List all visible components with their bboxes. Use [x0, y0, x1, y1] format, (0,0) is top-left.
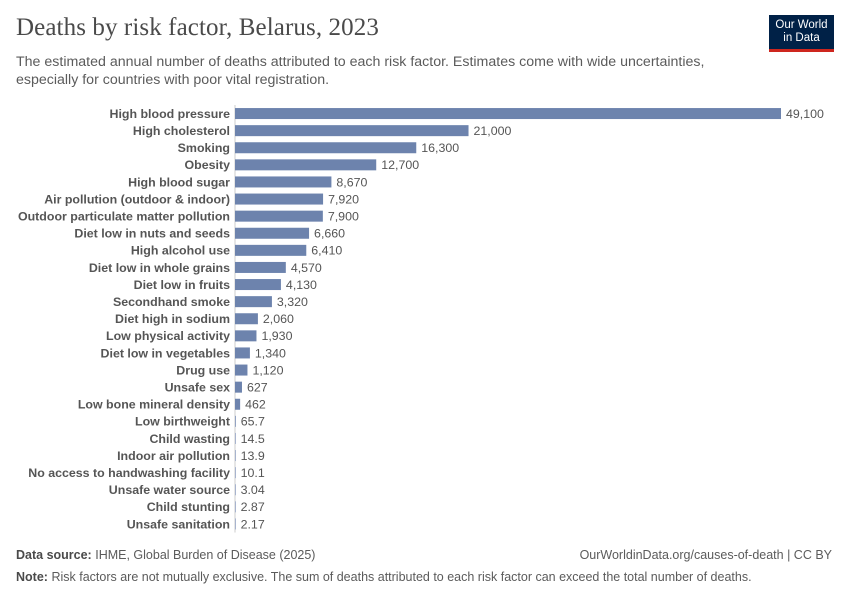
bar[interactable]	[235, 210, 323, 222]
owid-logo[interactable]: Our World in Data	[769, 15, 834, 52]
bar[interactable]	[235, 296, 272, 308]
category-label: Obesity	[185, 158, 231, 172]
data-source-text[interactable]: IHME, Global Burden of Disease (2025)	[95, 548, 316, 562]
chart-subtitle: The estimated annual number of deaths at…	[16, 54, 705, 88]
data-source-label: Data source:	[16, 548, 92, 562]
bar[interactable]	[235, 432, 236, 444]
bar[interactable]	[235, 193, 324, 205]
value-label: 2.17	[241, 517, 265, 531]
category-label: Low physical activity	[106, 329, 230, 343]
value-label: 7,920	[328, 192, 359, 206]
category-label: Low birthweight	[135, 415, 230, 429]
category-label: Diet low in fruits	[134, 278, 230, 292]
category-label: Unsafe sanitation	[127, 517, 230, 531]
value-label: 1,930	[261, 329, 292, 343]
bar[interactable]	[235, 450, 236, 462]
source-url[interactable]: OurWorldinData.org/causes-of-death | CC …	[579, 548, 832, 562]
category-label: Outdoor particulate matter pollution	[18, 209, 230, 223]
value-label: 7,900	[328, 209, 359, 223]
category-label: Unsafe water source	[109, 483, 230, 497]
category-label: Diet low in nuts and seeds	[74, 227, 230, 241]
category-label: Diet low in vegetables	[101, 346, 231, 360]
value-label: 462	[245, 398, 266, 412]
bar[interactable]	[235, 364, 248, 376]
category-label: No access to handwashing facility	[28, 466, 230, 480]
category-label: Child wasting	[149, 432, 230, 446]
bar[interactable]	[235, 313, 258, 325]
bar[interactable]	[235, 125, 469, 137]
category-label: High blood pressure	[110, 107, 231, 121]
value-label: 4,570	[291, 261, 322, 275]
bar[interactable]	[235, 108, 781, 120]
bar[interactable]	[235, 415, 236, 427]
value-label: 1,120	[252, 363, 283, 377]
bar[interactable]	[235, 467, 236, 479]
value-label: 16,300	[421, 141, 459, 155]
chart-note: Note: Risk factors are not mutually excl…	[16, 570, 752, 584]
value-label: 627	[247, 380, 268, 394]
chart-title: Deaths by risk factor, Belarus, 2023	[16, 14, 379, 41]
bar[interactable]	[235, 261, 286, 273]
bar[interactable]	[235, 142, 417, 154]
category-label: Unsafe sex	[165, 380, 231, 394]
bar[interactable]	[235, 347, 250, 359]
bar[interactable]	[235, 484, 236, 496]
value-label: 8,670	[336, 175, 367, 189]
category-label: Child stunting	[147, 500, 230, 514]
bar[interactable]	[235, 381, 242, 393]
category-label: Indoor air pollution	[117, 449, 230, 463]
bar[interactable]	[235, 279, 281, 291]
category-label: Drug use	[176, 363, 230, 377]
value-label: 3,320	[277, 295, 308, 309]
bar[interactable]	[235, 244, 307, 256]
category-label: Diet high in sodium	[115, 312, 230, 326]
bar-chart: High blood pressure 49,100 High cholestero…	[18, 105, 824, 533]
value-label: 3.04	[241, 483, 265, 497]
category-label: Diet low in whole grains	[89, 261, 230, 275]
value-label: 10.1	[241, 466, 265, 480]
category-label: Low bone mineral density	[78, 398, 230, 412]
note-label: Note:	[16, 570, 48, 584]
value-label: 13.9	[241, 449, 265, 463]
value-label: 6,410	[311, 244, 342, 258]
value-label: 49,100	[786, 107, 824, 121]
value-label: 12,700	[381, 158, 419, 172]
logo-line-1: Our World	[775, 19, 828, 31]
bar[interactable]	[235, 159, 377, 171]
value-label: 2.87	[241, 500, 265, 514]
value-label: 14.5	[241, 432, 265, 446]
bar[interactable]	[235, 518, 236, 530]
value-label: 65.7	[241, 415, 265, 429]
value-label: 6,660	[314, 227, 345, 241]
value-label: 1,340	[255, 346, 286, 360]
category-label: High alcohol use	[131, 244, 230, 258]
category-label: Air pollution (outdoor & indoor)	[44, 192, 230, 206]
bar[interactable]	[235, 501, 236, 513]
bar[interactable]	[235, 398, 241, 410]
note-text: Risk factors are not mutually exclusive.…	[51, 570, 752, 584]
data-source: Data source: IHME, Global Burden of Dise…	[16, 548, 315, 562]
bar[interactable]	[235, 176, 332, 188]
logo-line-2: in Data	[783, 32, 820, 44]
category-label: High blood sugar	[128, 175, 230, 189]
value-label: 2,060	[263, 312, 294, 326]
value-label: 21,000	[474, 124, 512, 138]
bar[interactable]	[235, 227, 310, 239]
value-label: 4,130	[286, 278, 317, 292]
category-label: Secondhand smoke	[113, 295, 230, 309]
bar[interactable]	[235, 330, 257, 342]
category-label: Smoking	[178, 141, 230, 155]
category-label: High cholesterol	[133, 124, 230, 138]
